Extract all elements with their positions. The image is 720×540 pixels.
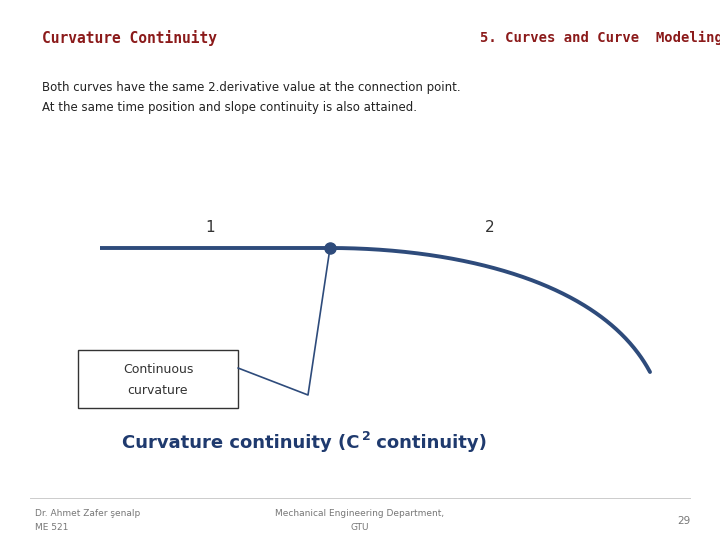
Text: Both curves have the same 2.derivative value at the connection point.: Both curves have the same 2.derivative v… (42, 82, 461, 94)
Text: continuity): continuity) (370, 434, 487, 452)
Text: ME 521: ME 521 (35, 523, 68, 532)
Text: Dr. Ahmet Zafer şenalp: Dr. Ahmet Zafer şenalp (35, 510, 140, 518)
Text: 2: 2 (362, 430, 371, 443)
Text: curvature: curvature (127, 384, 188, 397)
Text: Curvature continuity (C: Curvature continuity (C (122, 434, 360, 452)
Text: Curvature Continuity: Curvature Continuity (42, 30, 217, 46)
Text: 1: 1 (205, 220, 215, 235)
Text: Mechanical Engineering Department,: Mechanical Engineering Department, (276, 510, 444, 518)
Text: 2: 2 (485, 220, 495, 235)
Bar (78, 350, 238, 408)
Text: Continuous: Continuous (123, 363, 193, 376)
Text: At the same time position and slope continuity is also attained.: At the same time position and slope cont… (42, 100, 417, 113)
Text: 5. Curves and Curve  Modeling: 5. Curves and Curve Modeling (480, 31, 720, 45)
Text: 29: 29 (677, 516, 690, 526)
Text: GTU: GTU (351, 523, 369, 532)
